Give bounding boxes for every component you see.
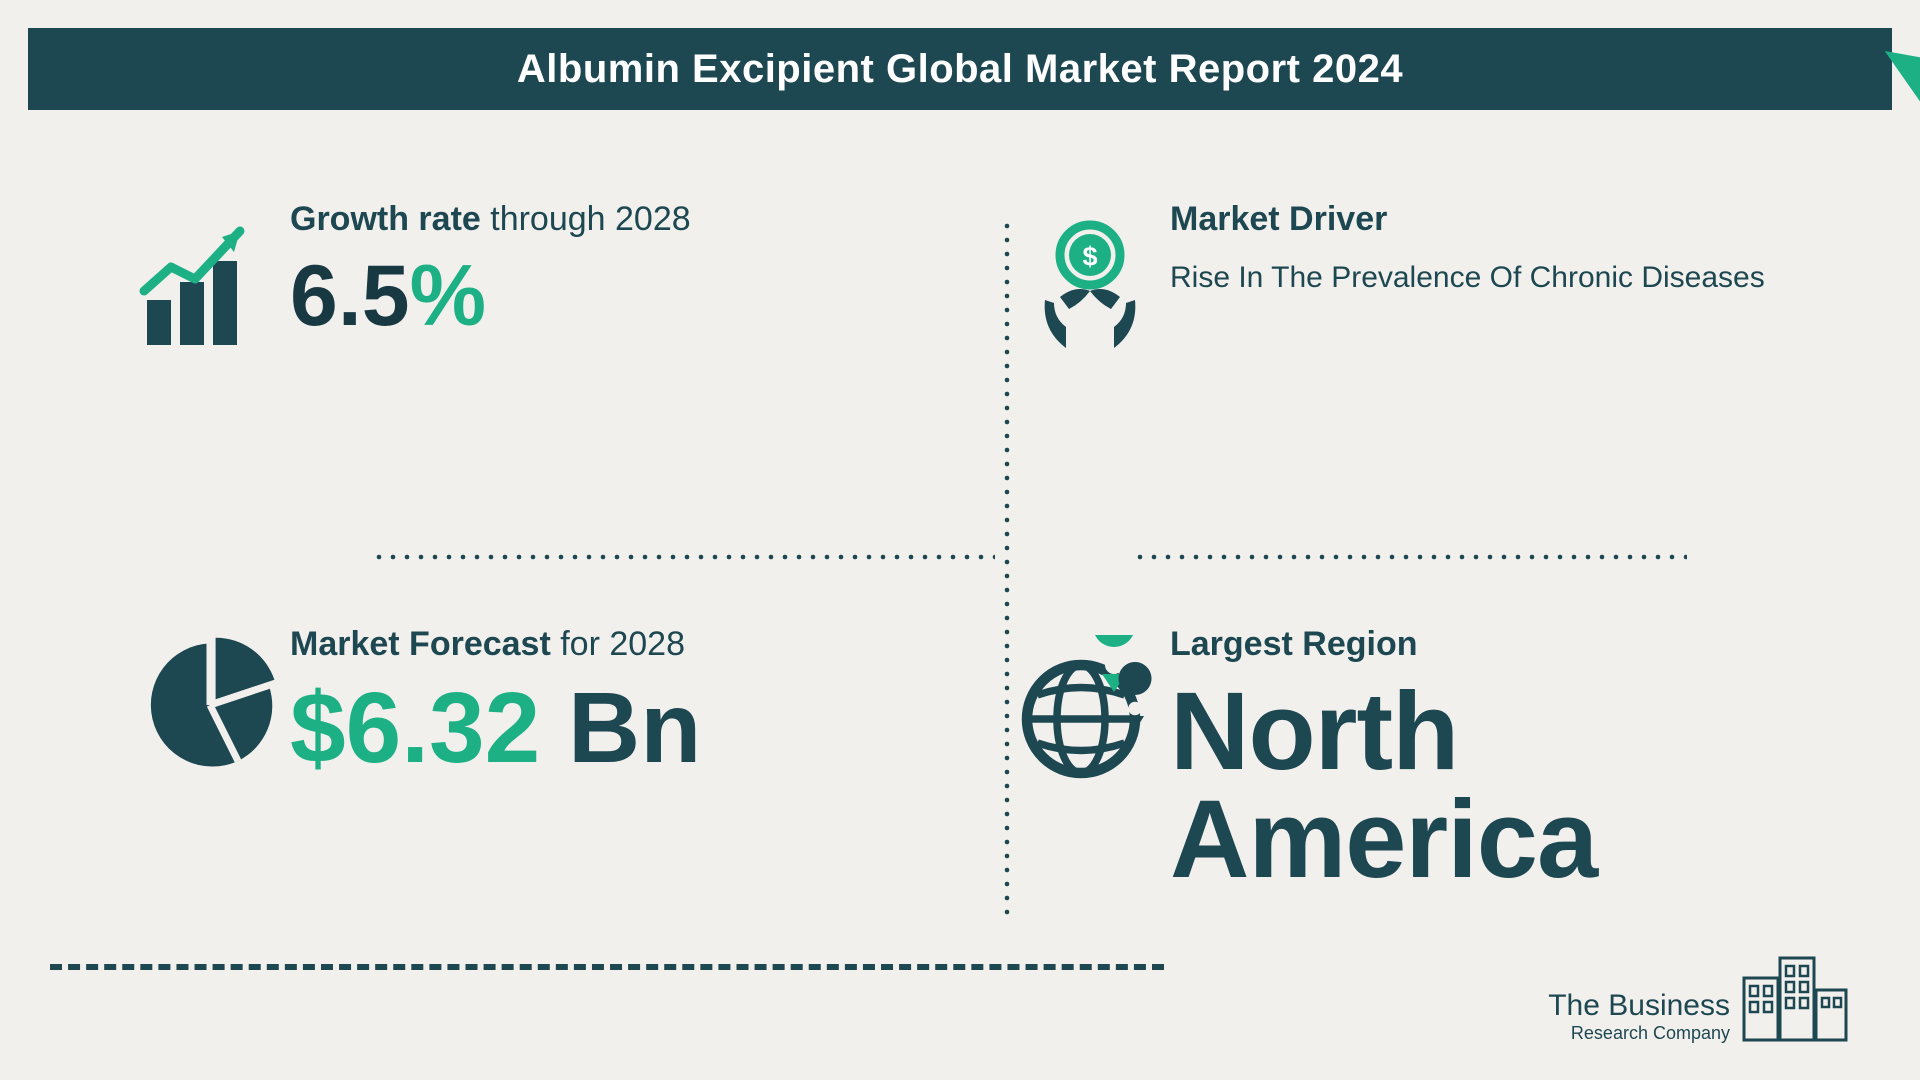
driver-description: Rise In The Prevalence Of Chronic Diseas… (1170, 261, 1860, 295)
growth-value-number: 6.5 (290, 248, 410, 344)
globe-pins-icon (1015, 635, 1165, 785)
logo-text: The Business Research Company (1548, 989, 1730, 1044)
bar-chart-arrow-icon (135, 210, 285, 360)
region-value-line2: America (1170, 786, 1860, 894)
header-bar: Albumin Excipient Global Market Report 2… (28, 28, 1892, 110)
quad-grid: Growth rate through 2028 6.5% $ Market D… (130, 180, 1860, 960)
cell-largest-region: Largest Region North America (1010, 575, 1860, 960)
forecast-label-light: for 2028 (551, 625, 685, 663)
logo-line1: The Business (1548, 989, 1730, 1024)
cell-market-driver: $ Market Driver Rise In The Prevalence O… (1010, 180, 1860, 565)
driver-text-box: Market Driver Rise In The Prevalence Of … (1170, 200, 1860, 295)
logo-buildings-icon (1740, 944, 1850, 1044)
region-value-line1: North (1170, 678, 1860, 786)
region-icon-box (1010, 625, 1170, 785)
region-label: Largest Region (1170, 625, 1860, 664)
driver-label-bold: Market Driver (1170, 200, 1387, 238)
region-label-bold: Largest Region (1170, 625, 1417, 663)
driver-icon-box: $ (1010, 200, 1170, 360)
dashed-divider-bottom (50, 964, 1164, 970)
growth-text: Growth rate through 2028 6.5% (290, 200, 980, 339)
growth-label: Growth rate through 2028 (290, 200, 980, 239)
growth-value: 6.5% (290, 253, 980, 339)
company-logo: The Business Research Company (1548, 944, 1850, 1044)
driver-label: Market Driver (1170, 200, 1860, 239)
money-hands-icon: $ (1015, 210, 1165, 360)
forecast-text: Market Forecast for 2028 $6.32 Bn (290, 625, 980, 778)
growth-label-light: through 2028 (481, 200, 691, 238)
forecast-value-prefix: $6.32 (290, 672, 540, 784)
region-value: North America (1170, 678, 1860, 894)
forecast-label: Market Forecast for 2028 (290, 625, 980, 664)
forecast-label-bold: Market Forecast (290, 625, 551, 663)
forecast-value: $6.32 Bn (290, 678, 980, 778)
growth-label-bold: Growth rate (290, 200, 481, 238)
forecast-icon-box (130, 625, 290, 775)
logo-line2: Research Company (1548, 1023, 1730, 1044)
forecast-value-suffix: Bn (540, 672, 701, 784)
cell-growth-rate: Growth rate through 2028 6.5% (130, 180, 980, 565)
region-text: Largest Region North America (1170, 625, 1860, 894)
page-title: Albumin Excipient Global Market Report 2… (517, 47, 1403, 92)
cell-market-forecast: Market Forecast for 2028 $6.32 Bn (130, 575, 980, 960)
corner-accent (1876, 51, 1920, 109)
growth-icon-box (130, 200, 290, 360)
pie-chart-icon (140, 635, 280, 775)
growth-value-suffix: % (410, 248, 486, 344)
svg-text:$: $ (1082, 242, 1097, 272)
divider-dots-middle (1004, 219, 1010, 921)
